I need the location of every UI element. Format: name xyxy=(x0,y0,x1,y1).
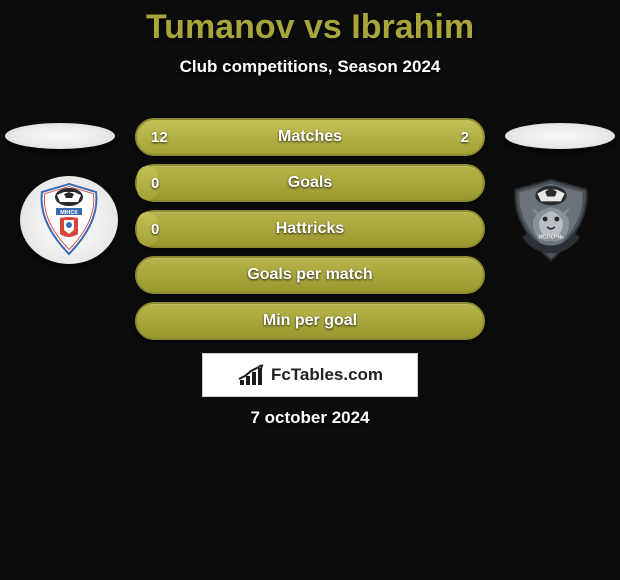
stat-label: Goals per match xyxy=(137,258,483,292)
stat-bar: 0Hattricks xyxy=(135,210,485,248)
shield-icon: МІНСК xyxy=(34,182,104,258)
club-badge-left: МІНСК xyxy=(20,176,118,264)
stat-bar: Goals per match xyxy=(135,256,485,294)
stat-bar: 122Matches xyxy=(135,118,485,156)
brand-box[interactable]: FcTables.com xyxy=(202,353,418,397)
badge-left-text: МІНСК xyxy=(60,210,78,216)
brand-label: FcTables.com xyxy=(271,365,383,385)
stat-label: Min per goal xyxy=(137,304,483,338)
club-badge-right: ИСЛОЧЬ xyxy=(502,176,600,264)
stat-bar: 0Goals xyxy=(135,164,485,202)
subtitle: Club competitions, Season 2024 xyxy=(0,57,620,77)
stat-label: Hattricks xyxy=(137,212,483,246)
stat-label: Matches xyxy=(137,120,483,154)
date-label: 7 october 2024 xyxy=(0,408,620,428)
shield-icon: ИСЛОЧЬ xyxy=(502,175,600,265)
player-ellipse-right xyxy=(505,123,615,149)
badge-right-text: ИСЛОЧЬ xyxy=(538,235,564,241)
player-ellipse-left xyxy=(5,123,115,149)
stats-column: 122Matches 0Goals 0Hattricks Goals per matc… xyxy=(135,118,485,348)
page-title: Tumanov vs Ibrahim xyxy=(0,0,620,47)
stat-label: Goals xyxy=(137,166,483,200)
chart-icon xyxy=(237,365,265,385)
stat-bar: Min per goal xyxy=(135,302,485,340)
